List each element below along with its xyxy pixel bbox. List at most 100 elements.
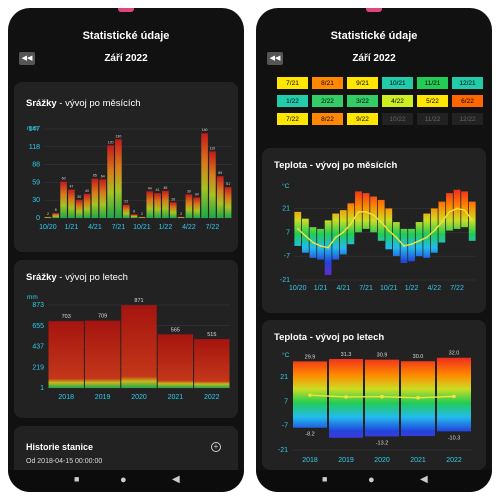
recents-icon[interactable]: ■ [322,474,328,484]
precip-yearly-title: Srážky - vývoj po letech [26,272,128,283]
avg-temp-point [304,234,307,237]
month-cell[interactable]: 11/21 [416,76,449,90]
precip-bar [115,139,122,218]
x-tick-label: 7/21 [112,224,126,231]
avg-temp-point [395,236,398,239]
bar-value-label: 2 [141,212,143,216]
precip-bar [99,179,107,218]
back-icon[interactable]: ◀ [172,474,180,485]
history-title: Historie stanice [26,442,94,452]
avg-temp-point [403,245,405,247]
month-cell[interactable]: 10/21 [381,76,414,90]
month-cell[interactable]: 8/22 [311,112,344,126]
bar-value-label: 130 [115,134,121,138]
x-tick-label: 10/21 [133,224,151,231]
bar-value-label: 565 [171,327,180,333]
month-cell[interactable]: 9/21 [346,76,379,90]
nav-bar: ■ ● ◀ [8,470,244,492]
home-icon[interactable]: ● [120,474,127,486]
bar-value-label: 515 [207,332,216,338]
month-cell[interactable]: 2/22 [311,94,344,108]
precip-bar [194,339,230,388]
status-indicator [366,8,382,12]
rewind-icon[interactable]: ◀◀ [19,52,35,65]
avg-temp-point [463,209,466,212]
bar-value-label: 871 [134,298,143,304]
bar-value-label: 60 [62,177,66,181]
month-cell[interactable]: 9/22 [346,112,379,126]
bar-value-label: 45 [163,186,167,190]
x-tick-label: 2018 [302,457,318,464]
y-tick-label: 59 [32,179,40,186]
y-tick-label: 147 [28,126,40,133]
month-cell[interactable]: 7/21 [276,76,309,90]
precip-yearly-card: Srážky - vývoj po letech mm 873 655 437 219… [14,260,238,418]
precip-bar [154,193,161,218]
precip-bar [193,197,201,218]
month-cell[interactable]: 1/22 [276,94,309,108]
x-tick-label: 1/22 [159,224,173,231]
recents-icon[interactable]: ■ [74,474,80,484]
month-cell[interactable]: 6/22 [451,94,484,108]
avg-temp-point [456,207,458,210]
precip-bar [209,151,216,218]
month-cell[interactable]: 3/22 [346,94,379,108]
temp-range-bar [415,222,423,257]
max-value-label: 30.9 [377,353,388,359]
avg-temp-point [319,245,322,247]
home-icon[interactable]: ● [368,474,375,486]
bar-value-label: 39 [187,189,191,193]
x-tick-label: 2021 [168,394,184,401]
status-indicator [118,8,134,12]
precip-bar [177,216,185,218]
bar-value-label: 64 [101,174,105,178]
month-cell[interactable]: 7/22 [276,112,309,126]
y-tick-label: 7 [286,229,290,236]
bar-value-label: 30 [77,195,81,199]
bar-value-label: 120 [108,140,114,144]
precip-bar [91,178,99,218]
rewind-icon[interactable]: ◀◀ [267,52,283,65]
temp-yearly-unit: °C [282,352,290,359]
temp-monthly-unit: °C [282,183,290,190]
x-tick-label: 2022 [204,394,220,401]
x-tick-label: 7/21 [359,285,373,292]
history-date: Od 2018-04-15 00:00:00 [26,458,103,465]
max-value-label: 30.0 [413,354,424,360]
bar-value-label: 44 [148,186,152,190]
x-tick-label: 10/21 [380,285,398,292]
temp-yearly-chart: 21 7 -7 -21 29.9 -8.2 31.3 30.9 -13.2 30.0 32.0 -10… [278,351,472,464]
bar-value-label: 41 [156,188,160,192]
precip-bar [169,202,177,218]
month-label[interactable]: Září 2022 [104,53,148,64]
temp-range-bar [423,213,431,258]
month-cell: 11/22 [416,112,449,126]
y-tick-label: 30 [32,197,40,204]
x-tick-label: 2018 [58,394,74,401]
y-tick-label: 21 [282,205,290,212]
month-cell[interactable]: 5/22 [416,94,449,108]
temp-yearly-title: Teplota - vývoj po letech [274,332,385,343]
avg-temp-point [365,210,367,213]
y-tick-label: 219 [32,364,44,371]
bar-value-label: 22 [124,200,128,204]
x-tick-label: 1/21 [314,285,328,292]
bar-value-label: 140 [202,128,208,132]
back-icon[interactable]: ◀ [420,474,428,485]
page-title: Statistické údaje [82,30,170,42]
x-tick-label: 1/21 [65,224,79,231]
precip-bar [185,194,193,218]
temp-range-bar [392,222,400,257]
month-cell[interactable]: 8/21 [311,76,344,90]
avg-temp-point [418,239,421,242]
avg-temp-point [380,394,384,399]
add-icon[interactable]: + [211,442,221,452]
month-cell[interactable]: 4/22 [381,94,414,108]
x-tick-label: 2020 [374,457,390,464]
bar-value-label: 47 [69,185,73,189]
month-label[interactable]: Září 2022 [352,53,396,64]
temp-yearly-card: Teplota - vývoj po letech °C 21 7 -7 -21 29.… [262,320,486,470]
bar-value-label: 6 [133,209,135,213]
month-cell[interactable]: 12/21 [451,76,484,90]
y-tick-label: 437 [32,344,44,351]
